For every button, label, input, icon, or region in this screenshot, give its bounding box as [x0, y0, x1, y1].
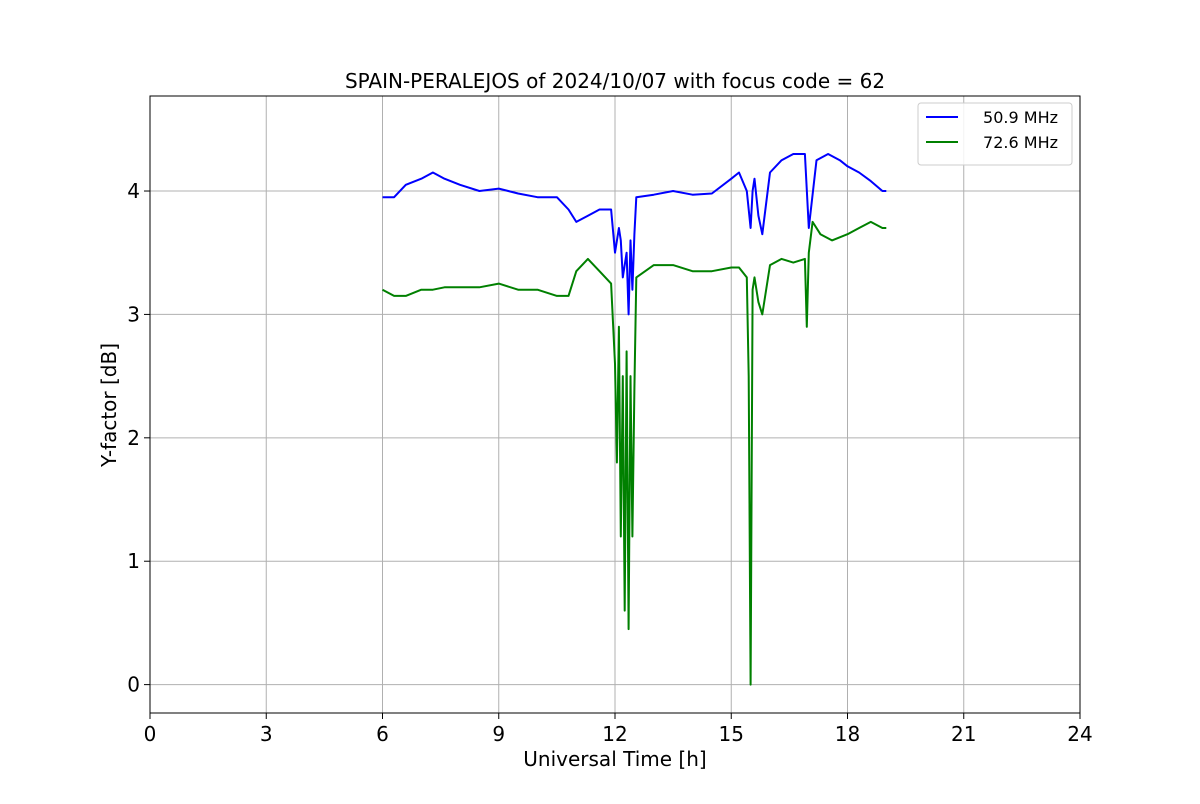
y-tick-label: 3	[127, 302, 140, 326]
y-tick-label: 0	[127, 673, 140, 697]
x-tick-label: 9	[492, 722, 505, 746]
chart-title: SPAIN-PERALEJOS of 2024/10/07 with focus…	[345, 69, 885, 93]
legend-label: 50.9 MHz	[983, 108, 1058, 127]
x-tick-label: 15	[719, 722, 744, 746]
x-tick-label: 3	[260, 722, 273, 746]
x-axis-title: Universal Time [h]	[523, 747, 706, 771]
y-tick-label: 1	[127, 549, 140, 573]
legend-box	[917, 102, 1073, 166]
series-lines	[382, 153, 887, 686]
legend: 50.9 MHz 72.6 MHz	[917, 102, 1073, 166]
x-tick-label: 21	[951, 722, 976, 746]
y-axis-title: Y-factor [dB]	[97, 343, 121, 468]
x-tick-label: 12	[602, 722, 627, 746]
x-tick-label: 6	[376, 722, 389, 746]
series-line	[382, 220, 887, 686]
y-tick-label: 4	[127, 179, 140, 203]
series-line	[382, 153, 887, 316]
legend-label: 72.6 MHz	[983, 133, 1058, 152]
y-tick-label: 2	[127, 426, 140, 450]
x-tick-label: 24	[1067, 722, 1092, 746]
x-tick-label: 0	[144, 722, 157, 746]
x-tick-label: 18	[835, 722, 860, 746]
